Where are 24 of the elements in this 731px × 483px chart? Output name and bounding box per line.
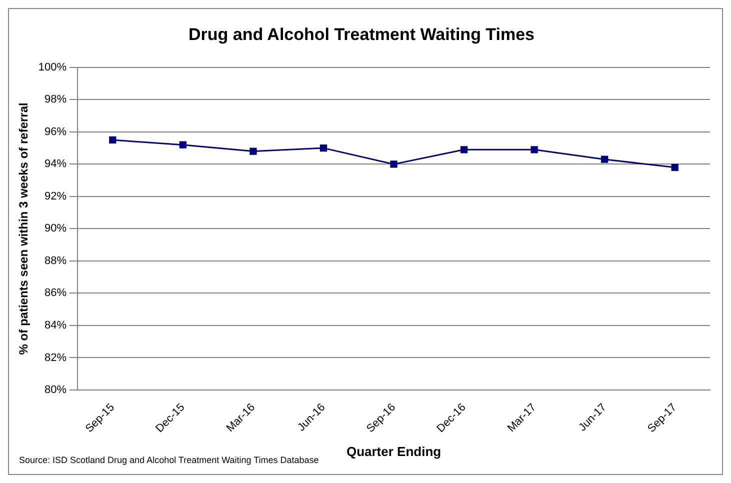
- y-tick-label: 98%: [44, 94, 67, 106]
- point: [250, 148, 257, 155]
- point: [530, 146, 538, 154]
- y-tick-label: 90%: [44, 222, 67, 235]
- y-tick-label: 94%: [44, 158, 67, 170]
- point: [460, 146, 468, 154]
- y-tick-label: 92%: [44, 190, 67, 202]
- y-tick-label: 100%: [38, 61, 67, 74]
- y-tick-label: 88%: [44, 254, 67, 267]
- point: [390, 160, 398, 168]
- point: [320, 144, 328, 152]
- chart-title: Drug and Alcohol Treatment Waiting Times: [188, 24, 535, 44]
- x-axis-title: Quarter Ending: [346, 444, 442, 459]
- y-axis-title: % of patients seen within 3 weeks of referral: [16, 102, 31, 355]
- point: [109, 136, 116, 144]
- point: [179, 141, 187, 148]
- source-note: Source: ISD Scotland Drug and Alcohol Treatment Waiting Times Database: [19, 455, 319, 465]
- y-tick-label: 84%: [44, 320, 67, 332]
- y-tick-label: 82%: [44, 352, 67, 364]
- point: [671, 164, 678, 171]
- y-tick-label: 96%: [44, 126, 67, 138]
- point: [601, 156, 608, 163]
- y-tick-label: 86%: [44, 287, 67, 300]
- y-tick-label: 80%: [44, 384, 67, 396]
